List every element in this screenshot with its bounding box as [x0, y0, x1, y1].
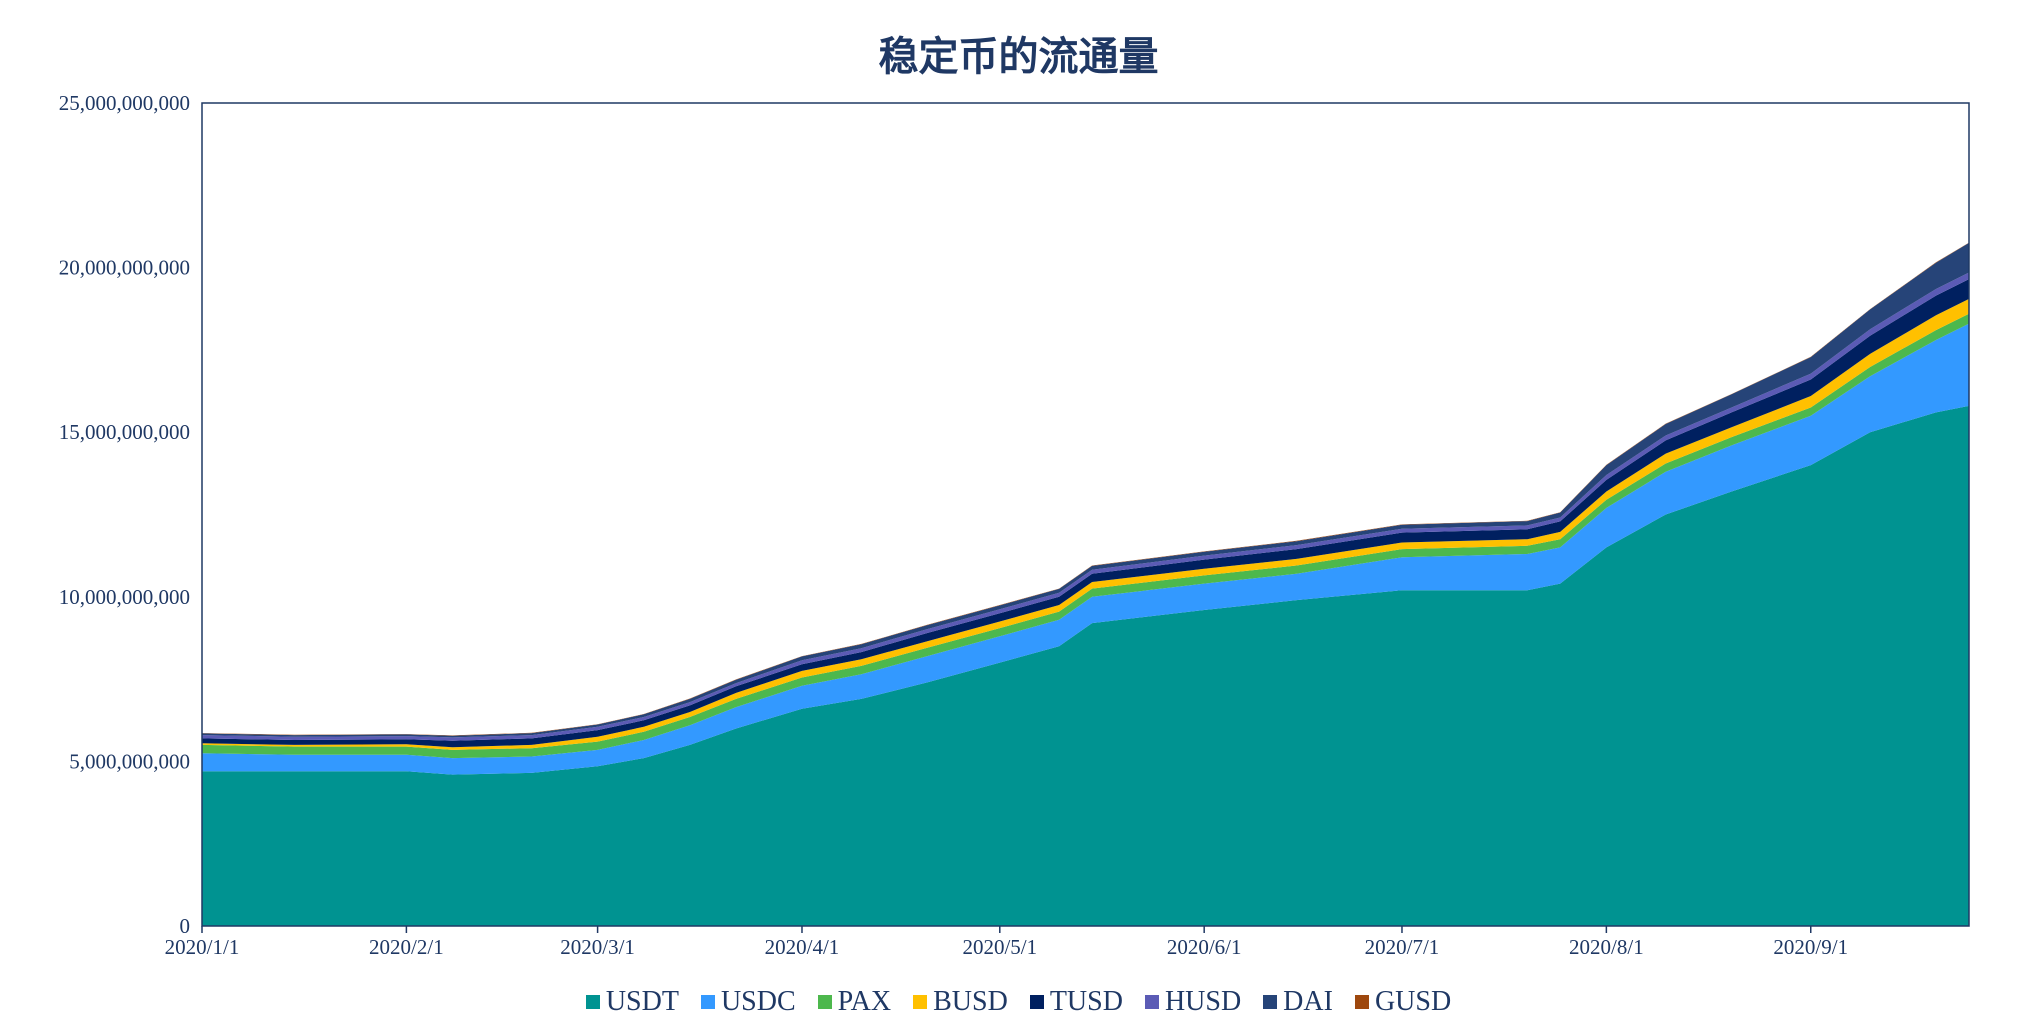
y-tick-label: 25,000,000,000	[59, 91, 190, 115]
legend-swatch	[817, 995, 832, 1009]
x-tick-label: 2020/7/1	[1365, 935, 1440, 959]
x-tick-label: 2020/9/1	[1773, 935, 1848, 959]
y-tick-label: 5,000,000,000	[69, 749, 190, 773]
legend-item-husd: HUSD	[1144, 986, 1242, 1018]
legend-swatch	[1144, 995, 1159, 1009]
legend-item-usdt: USDT	[585, 986, 679, 1018]
y-tick-label: 15,000,000,000	[59, 420, 190, 444]
x-tick-label: 2020/4/1	[765, 935, 840, 959]
legend-item-pax: PAX	[817, 986, 892, 1018]
legend-item-usdc: USDC	[700, 986, 796, 1018]
legend: USDT USDC PAX BUSD TUSD HUSD DAI GUSD	[0, 986, 2037, 1018]
legend-swatch	[1029, 995, 1044, 1009]
x-tick-label: 2020/5/1	[962, 935, 1037, 959]
chart-title: 稳定币的流通量	[878, 34, 1159, 79]
legend-item-gusd: GUSD	[1354, 986, 1452, 1018]
x-tick-label: 2020/3/1	[560, 935, 635, 959]
legend-label: DAI	[1283, 986, 1333, 1017]
legend-label: USDT	[605, 986, 679, 1017]
legend-item-dai: DAI	[1263, 986, 1333, 1018]
legend-label: HUSD	[1164, 986, 1242, 1017]
y-tick-label: 10,000,000,000	[59, 585, 190, 609]
legend-item-tusd: TUSD	[1029, 986, 1123, 1018]
legend-label: BUSD	[933, 986, 1008, 1017]
x-tick-label: 2020/8/1	[1569, 935, 1644, 959]
legend-swatch	[913, 995, 928, 1009]
plot-border	[201, 102, 1970, 927]
legend-label: GUSD	[1374, 986, 1452, 1017]
x-tick-label: 2020/6/1	[1167, 935, 1242, 959]
legend-label: TUSD	[1049, 986, 1123, 1017]
legend-swatch	[1354, 995, 1369, 1009]
x-tick-label: 2020/1/1	[165, 935, 240, 959]
legend-item-busd: BUSD	[913, 986, 1008, 1018]
y-tick-label: 0	[180, 914, 191, 938]
legend-label: PAX	[837, 986, 892, 1017]
area-usdt	[202, 405, 1969, 926]
legend-label: USDC	[720, 986, 796, 1017]
legend-swatch	[700, 995, 715, 1009]
legend-swatch	[585, 995, 600, 1009]
legend-swatch	[1263, 995, 1278, 1009]
y-tick-label: 20,000,000,000	[59, 256, 190, 280]
x-tick-label: 2020/2/1	[369, 935, 444, 959]
